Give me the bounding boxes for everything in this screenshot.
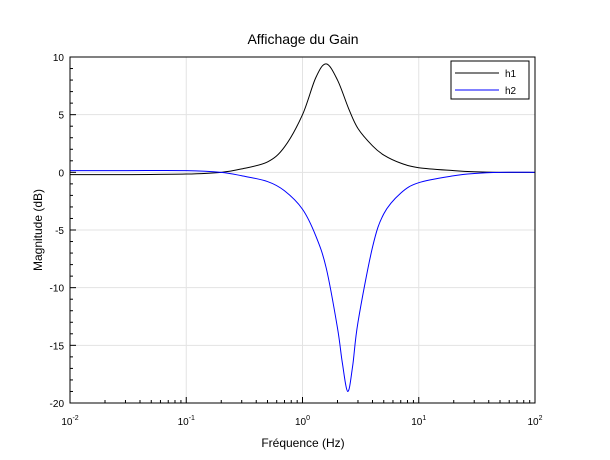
y-tick-label: -20: [50, 399, 65, 410]
y-tick-label: -10: [50, 284, 65, 295]
y-tick-label: -5: [55, 226, 64, 237]
series-line-h1: [69, 63, 536, 176]
x-tick-label: 10-2: [61, 415, 78, 428]
legend-box: [450, 60, 530, 100]
grid: [70, 57, 535, 403]
legend-label-h2: h2: [505, 86, 517, 97]
y-tick-label: 10: [53, 53, 65, 64]
y-tick-label: -15: [50, 341, 65, 352]
x-tick-label: 100: [295, 415, 310, 428]
legend: h1 h2: [450, 60, 530, 100]
series-lines: [69, 63, 536, 392]
y-axis-label: Magnitude (dB): [31, 189, 45, 271]
chart-title: Affichage du Gain: [247, 31, 358, 47]
x-axis-label: Fréquence (Hz): [261, 436, 344, 450]
x-tick-label: 101: [411, 415, 426, 428]
x-tick-label: 10-1: [178, 415, 195, 428]
legend-label-h1: h1: [505, 69, 517, 80]
x-tick-label: 102: [527, 415, 542, 428]
series-line-h2: [70, 169, 536, 392]
axes: 10-2 10-1 100 101 102 10 5 0 -5 -10 -15 -20: [50, 53, 543, 428]
y-tick-label: 5: [58, 111, 64, 122]
y-tick-label: 0: [58, 168, 64, 179]
